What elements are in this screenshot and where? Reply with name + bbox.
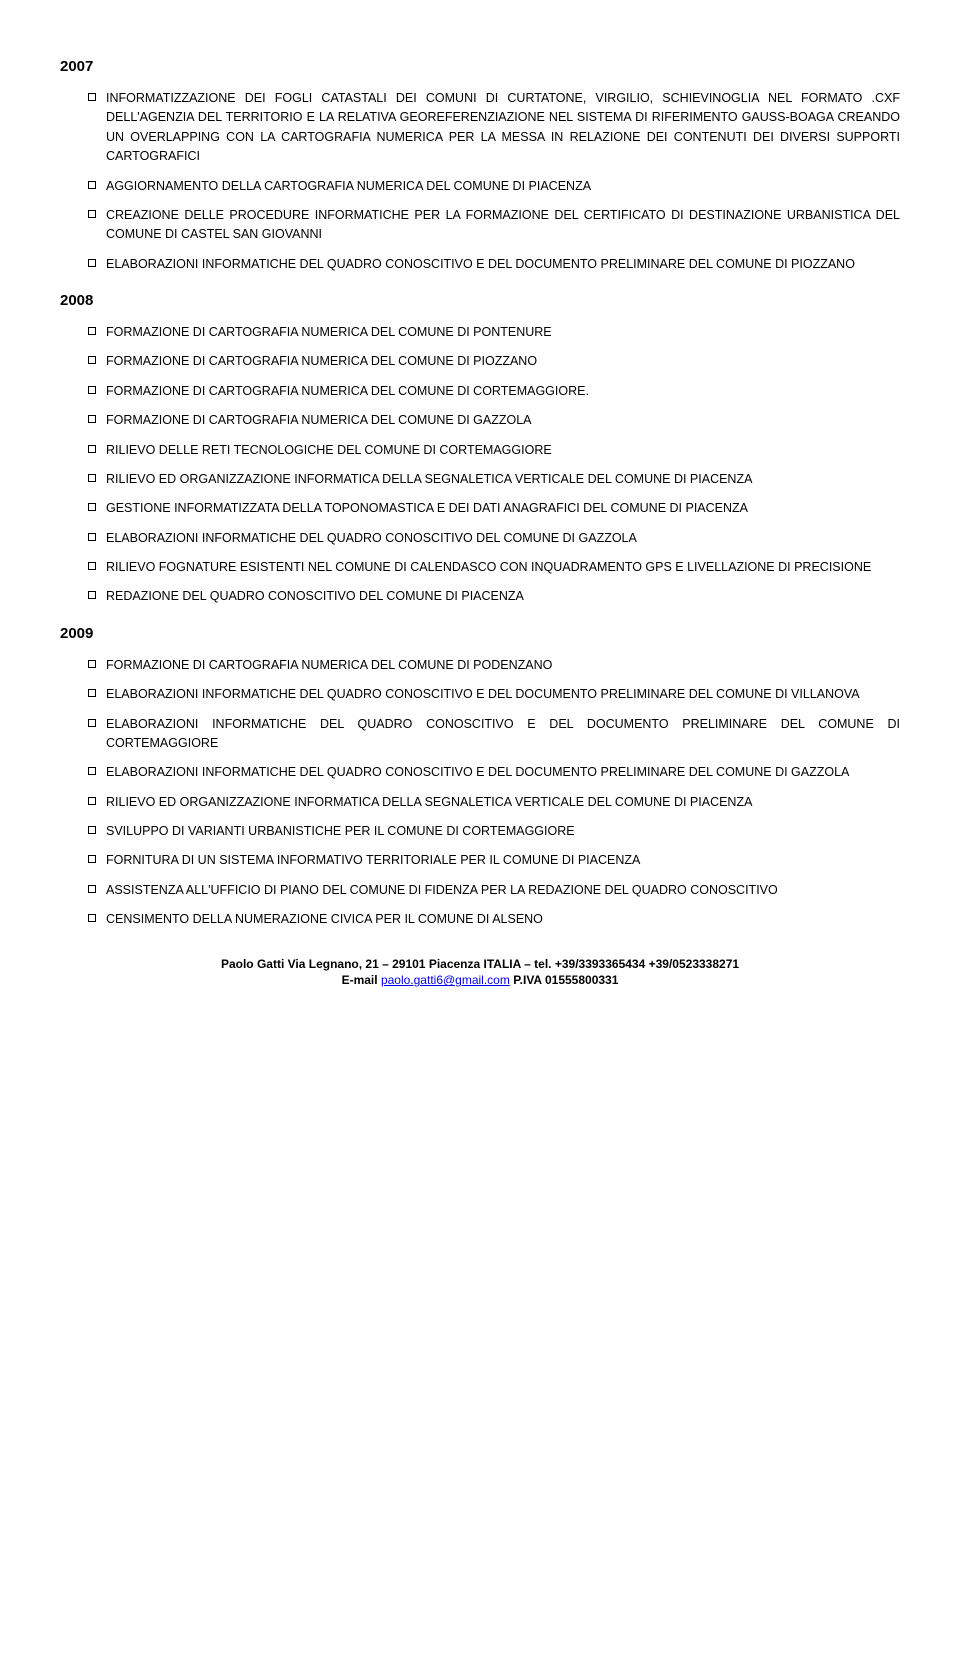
list-item: ASSISTENZA ALL'UFFICIO DI PIANO DEL COMU… bbox=[88, 881, 900, 900]
list-item: FORMAZIONE DI CARTOGRAFIA NUMERICA DEL C… bbox=[88, 382, 900, 401]
footer: Paolo Gatti Via Legnano, 21 – 29101 Piac… bbox=[60, 956, 900, 990]
list-item: ELABORAZIONI INFORMATICHE DEL QUADRO CON… bbox=[88, 685, 900, 704]
list-item: GESTIONE INFORMATIZZATA DELLA TOPONOMAST… bbox=[88, 499, 900, 518]
list-item: ELABORAZIONI INFORMATICHE DEL QUADRO CON… bbox=[88, 255, 900, 274]
item-list-2009: FORMAZIONE DI CARTOGRAFIA NUMERICA DEL C… bbox=[60, 656, 900, 930]
list-item: RILIEVO FOGNATURE ESISTENTI NEL COMUNE D… bbox=[88, 558, 900, 577]
section-2009: 2009 FORMAZIONE DI CARTOGRAFIA NUMERICA … bbox=[60, 625, 900, 930]
footer-email-label: E-mail bbox=[342, 973, 381, 987]
list-item: FORNITURA DI UN SISTEMA INFORMATIVO TERR… bbox=[88, 851, 900, 870]
list-item: REDAZIONE DEL QUADRO CONOSCITIVO DEL COM… bbox=[88, 587, 900, 606]
footer-name: Paolo Gatti bbox=[221, 957, 284, 971]
list-item: RILIEVO ED ORGANIZZAZIONE INFORMATICA DE… bbox=[88, 470, 900, 489]
item-list-2008: FORMAZIONE DI CARTOGRAFIA NUMERICA DEL C… bbox=[60, 323, 900, 607]
footer-email-link[interactable]: paolo.gatti6@gmail.com bbox=[381, 973, 510, 987]
list-item: RILIEVO DELLE RETI TECNOLOGICHE DEL COMU… bbox=[88, 441, 900, 460]
footer-address: Via Legnano, 21 – 29101 Piacenza ITALIA … bbox=[288, 957, 739, 971]
year-heading: 2009 bbox=[60, 625, 900, 642]
list-item: CREAZIONE DELLE PROCEDURE INFORMATICHE P… bbox=[88, 206, 900, 245]
item-list-2007: INFORMATIZZAZIONE DEI FOGLI CATASTALI DE… bbox=[60, 89, 900, 274]
list-item: RILIEVO ED ORGANIZZAZIONE INFORMATICA DE… bbox=[88, 793, 900, 812]
list-item: ELABORAZIONI INFORMATICHE DEL QUADRO CON… bbox=[88, 529, 900, 548]
section-2008: 2008 FORMAZIONE DI CARTOGRAFIA NUMERICA … bbox=[60, 292, 900, 607]
list-item: INFORMATIZZAZIONE DEI FOGLI CATASTALI DE… bbox=[88, 89, 900, 167]
footer-line2: E-mail paolo.gatti6@gmail.com P.IVA 0155… bbox=[60, 972, 900, 989]
list-item: FORMAZIONE DI CARTOGRAFIA NUMERICA DEL C… bbox=[88, 323, 900, 342]
footer-line1: Paolo Gatti Via Legnano, 21 – 29101 Piac… bbox=[60, 956, 900, 973]
list-item: CENSIMENTO DELLA NUMERAZIONE CIVICA PER … bbox=[88, 910, 900, 929]
footer-piva: P.IVA 01555800331 bbox=[510, 973, 619, 987]
list-item: ELABORAZIONI INFORMATICHE DEL QUADRO CON… bbox=[88, 763, 900, 782]
list-item: FORMAZIONE DI CARTOGRAFIA NUMERICA DEL C… bbox=[88, 656, 900, 675]
year-heading: 2007 bbox=[60, 58, 900, 75]
list-item: FORMAZIONE DI CARTOGRAFIA NUMERICA DEL C… bbox=[88, 411, 900, 430]
year-heading: 2008 bbox=[60, 292, 900, 309]
list-item: SVILUPPO DI VARIANTI URBANISTICHE PER IL… bbox=[88, 822, 900, 841]
section-2007: 2007 INFORMATIZZAZIONE DEI FOGLI CATASTA… bbox=[60, 58, 900, 274]
list-item: ELABORAZIONI INFORMATICHE DEL QUADRO CON… bbox=[88, 715, 900, 754]
list-item: AGGIORNAMENTO DELLA CARTOGRAFIA NUMERICA… bbox=[88, 177, 900, 196]
list-item: FORMAZIONE DI CARTOGRAFIA NUMERICA DEL C… bbox=[88, 352, 900, 371]
